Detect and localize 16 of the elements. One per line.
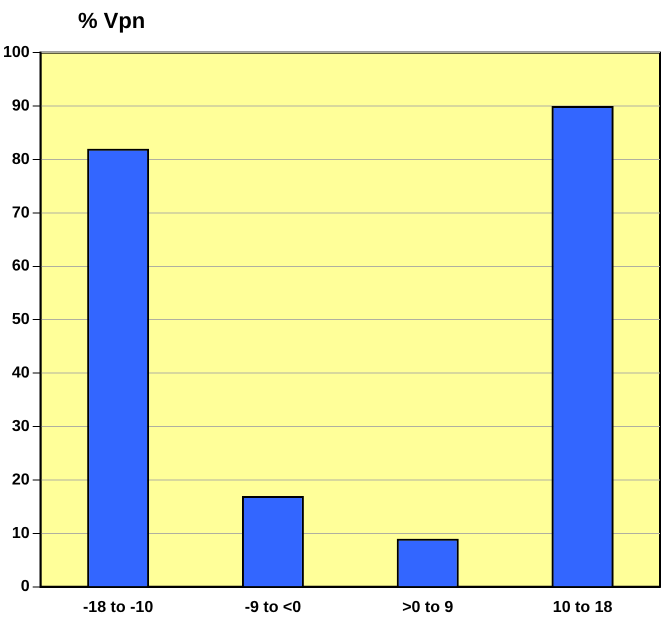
y-tick-label: 100	[2, 44, 30, 62]
x-tick-label: -18 to -10	[82, 598, 154, 616]
y-tick-label: 80	[12, 150, 30, 168]
y-tick-label: 50	[12, 311, 30, 328]
y-tick-label: 30	[12, 418, 30, 435]
y-tick-label: 70	[12, 204, 30, 222]
y-tick-label: 10	[12, 524, 30, 542]
y-axis-title: % Vpn	[78, 8, 146, 34]
y-tick-label: 40	[12, 364, 30, 382]
y-tick-label: 60	[12, 258, 30, 275]
y-tick-label: 90	[12, 97, 30, 114]
y-tick-label: 20	[12, 471, 30, 488]
y-tick-label: 0	[20, 578, 30, 596]
x-tick-label: >0 to 9	[402, 598, 454, 616]
x-tick-label: -9 to <0	[244, 598, 302, 616]
x-tick-label: 10 to 18	[552, 598, 612, 616]
